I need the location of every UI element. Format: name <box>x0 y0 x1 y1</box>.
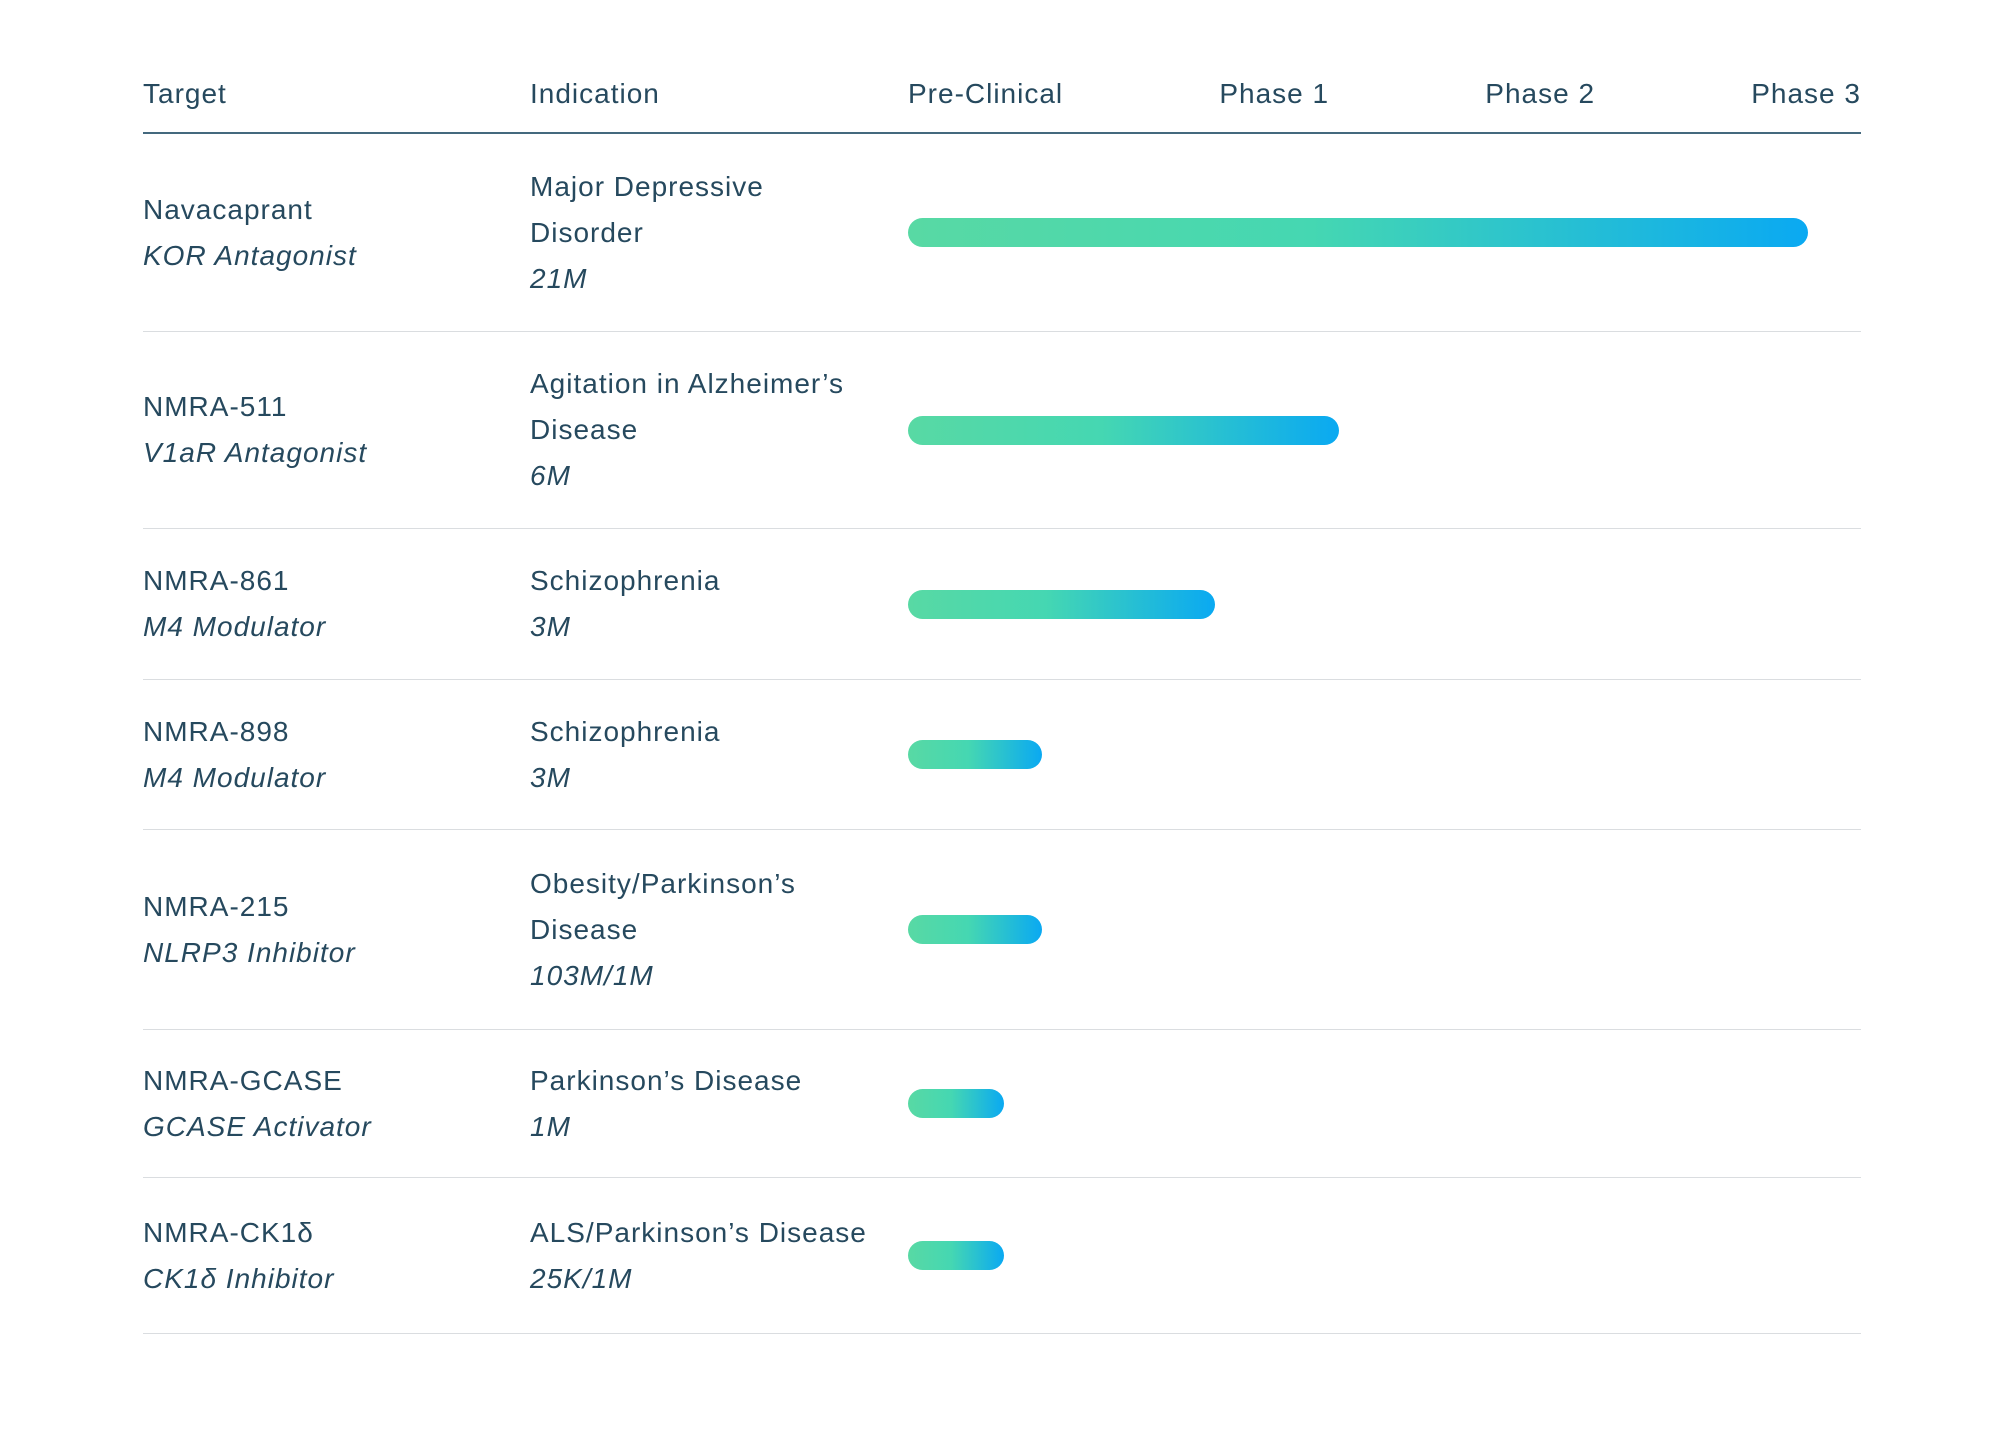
drug-name: NMRA-861 <box>143 565 290 596</box>
target-cell: NMRA-GCASE GCASE Activator <box>143 1058 530 1150</box>
drug-mechanism: KOR Antagonist <box>143 239 357 271</box>
col-header-phase3: Phase 3 <box>1751 78 1861 109</box>
indication-cell: Obesity/Parkinson’s Disease 103M/1M <box>530 861 908 999</box>
target-cell: NMRA-CK1δ CK1δ Inhibitor <box>143 1210 530 1302</box>
pipeline-row-nmra-215: NMRA-215 NLRP3 Inhibitor Obesity/Parkins… <box>143 830 1861 1030</box>
pipeline-row-navacaprant: Navacaprant KOR Antagonist Major Depress… <box>143 134 1861 332</box>
patient-population: 6M <box>530 460 571 491</box>
table-header: Target Indication Pre-Clinical Phase 1 P… <box>143 0 1861 134</box>
target-cell: NMRA-861 M4 Modulator <box>143 558 530 650</box>
col-header-preclinical: Pre-Clinical <box>908 78 1064 109</box>
drug-name: NMRA-215 <box>143 890 290 922</box>
indication-cell: Schizophrenia 3M <box>530 558 908 650</box>
indication-text: ALS/Parkinson’s Disease <box>530 1216 867 1248</box>
target-cell: NMRA-898 M4 Modulator <box>143 709 530 801</box>
target-cell: NMRA-511 V1aR Antagonist <box>143 384 530 476</box>
target-cell: NMRA-215 NLRP3 Inhibitor <box>143 884 530 976</box>
drug-name: NMRA-511 <box>143 391 288 422</box>
col-header-phase1: Phase 1 <box>1219 78 1330 109</box>
patient-population: 103M/1M <box>530 959 654 991</box>
indication-text: Schizophrenia <box>530 565 721 596</box>
indication-text: Parkinson’s Disease <box>530 1064 803 1096</box>
col-header-phase2: Phase 2 <box>1485 78 1596 109</box>
pipeline-table: Target Indication Pre-Clinical Phase 1 P… <box>143 0 1861 1334</box>
progress-track <box>908 589 1861 619</box>
phase-header-track: Pre-Clinical Phase 1 Phase 2 Phase 3 <box>908 78 1861 110</box>
progress-track <box>908 1089 1861 1118</box>
drug-name: NMRA-898 <box>143 715 290 747</box>
progress-bar <box>908 589 1215 619</box>
pipeline-row-nmra-ck1d: NMRA-CK1δ CK1δ Inhibitor ALS/Parkinson’s… <box>143 1178 1861 1334</box>
drug-mechanism: CK1δ Inhibitor <box>143 1262 335 1294</box>
indication-text: Schizophrenia <box>530 715 721 747</box>
indication-cell: Parkinson’s Disease 1M <box>530 1058 908 1150</box>
indication-text: Agitation in Alzheimer’s Disease <box>530 368 845 445</box>
drug-mechanism: V1aR Antagonist <box>143 437 368 468</box>
target-cell: Navacaprant KOR Antagonist <box>143 187 530 279</box>
col-header-target: Target <box>143 78 227 109</box>
progress-track <box>908 915 1861 944</box>
col-header-indication: Indication <box>530 78 660 109</box>
drug-mechanism: M4 Modulator <box>143 611 327 642</box>
indication-cell: Schizophrenia 3M <box>530 709 908 801</box>
progress-bar <box>908 218 1808 247</box>
indication-text: Obesity/Parkinson’s Disease <box>530 867 796 945</box>
progress-track <box>908 218 1861 247</box>
drug-name: NMRA-GCASE <box>143 1064 343 1096</box>
pipeline-row-nmra-511: NMRA-511 V1aR Antagonist Agitation in Al… <box>143 332 1861 529</box>
progress-track <box>908 1241 1861 1270</box>
drug-name: NMRA-CK1δ <box>143 1216 314 1248</box>
drug-mechanism: NLRP3 Inhibitor <box>143 936 356 968</box>
patient-population: 1M <box>530 1110 571 1142</box>
indication-cell: Major Depressive Disorder 21M <box>530 164 908 302</box>
indication-cell: ALS/Parkinson’s Disease 25K/1M <box>530 1210 908 1302</box>
progress-bar <box>908 415 1339 445</box>
drug-name: Navacaprant <box>143 193 313 225</box>
patient-population: 21M <box>530 262 588 294</box>
progress-bar <box>908 740 1043 769</box>
indication-cell: Agitation in Alzheimer’s Disease 6M <box>530 361 908 499</box>
patient-population: 3M <box>530 761 571 793</box>
progress-track <box>908 740 1861 769</box>
progress-track <box>908 415 1861 445</box>
progress-bar <box>908 915 1043 944</box>
patient-population: 3M <box>530 611 571 642</box>
progress-bar <box>908 1089 1005 1118</box>
pipeline-row-nmra-861: NMRA-861 M4 Modulator Schizophrenia 3M <box>143 529 1861 680</box>
drug-mechanism: GCASE Activator <box>143 1110 372 1142</box>
patient-population: 25K/1M <box>530 1262 633 1294</box>
pipeline-row-nmra-gcase: NMRA-GCASE GCASE Activator Parkinson’s D… <box>143 1030 1861 1178</box>
progress-bar <box>908 1241 1005 1270</box>
pipeline-row-nmra-898: NMRA-898 M4 Modulator Schizophrenia 3M <box>143 680 1861 830</box>
indication-text: Major Depressive Disorder <box>530 170 764 248</box>
drug-mechanism: M4 Modulator <box>143 761 327 793</box>
